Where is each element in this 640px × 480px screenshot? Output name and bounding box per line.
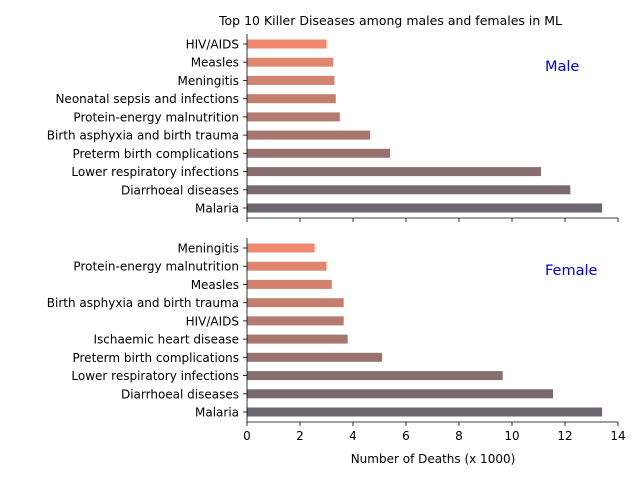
female-bar xyxy=(247,298,344,308)
male-bar xyxy=(247,130,371,140)
female-category-label: Birth asphyxia and birth trauma xyxy=(47,296,239,310)
female-x-tick-label: 0 xyxy=(243,429,251,443)
male-category-label: Lower respiratory infections xyxy=(71,165,239,179)
male-category-label: Neonatal sepsis and infections xyxy=(55,92,239,106)
female-x-tick-label: 8 xyxy=(455,429,463,443)
male-category-label: Birth asphyxia and birth trauma xyxy=(47,129,239,143)
male-bar xyxy=(247,94,336,104)
male-bar xyxy=(247,185,571,195)
male-annotation: Male xyxy=(545,59,579,75)
female-bar xyxy=(247,334,348,344)
female-x-tick-label: 4 xyxy=(349,429,357,443)
female-bar xyxy=(247,371,503,381)
female-annotation: Female xyxy=(545,263,598,279)
female-bar xyxy=(247,389,554,399)
male-bar xyxy=(247,148,391,158)
male-category-label: Protein-energy malnutrition xyxy=(73,110,239,124)
female-x-tick-label: 6 xyxy=(402,429,410,443)
male-bar xyxy=(247,112,340,122)
male-category-label: HIV/AIDS xyxy=(186,38,239,52)
male-panel: Malaria Diarrhoeal diseases Lower respirat… xyxy=(47,34,619,222)
female-x-tick-label: 10 xyxy=(504,429,519,443)
male-category-label: Diarrhoeal diseases xyxy=(121,183,239,197)
male-bar xyxy=(247,75,335,85)
female-category-label: Diarrhoeal diseases xyxy=(121,387,239,401)
male-category-label: Measles xyxy=(191,56,239,70)
female-x-tick-label: 14 xyxy=(610,429,625,443)
female-bar xyxy=(247,407,603,417)
female-category-label: Ischaemic heart disease xyxy=(93,333,239,347)
female-category-label: Measles xyxy=(191,278,239,292)
female-bar xyxy=(247,316,344,326)
female-x-tick-label: 12 xyxy=(557,429,572,443)
female-category-label: Lower respiratory infections xyxy=(71,369,239,383)
female-bar xyxy=(247,261,327,271)
female-bar xyxy=(247,243,315,253)
chart-title: Top 10 Killer Diseases among males and f… xyxy=(218,13,562,28)
female-category-label: Preterm birth complications xyxy=(72,351,239,365)
female-category-label: Malaria xyxy=(195,406,239,420)
female-category-label: HIV/AIDS xyxy=(186,314,239,328)
male-category-label: Preterm birth complications xyxy=(72,147,239,161)
female-x-tick-label: 2 xyxy=(296,429,304,443)
male-category-label: Meningitis xyxy=(177,74,239,88)
male-bar xyxy=(247,39,327,49)
female-bar xyxy=(247,352,383,362)
female-category-label: Meningitis xyxy=(177,242,239,256)
male-bar xyxy=(247,203,603,213)
female-panel: Malaria Diarrhoeal diseases Lower respirat… xyxy=(47,238,626,443)
male-category-label: Malaria xyxy=(195,202,239,216)
male-bar xyxy=(247,57,334,67)
female-category-label: Protein-energy malnutrition xyxy=(73,260,239,274)
x-axis-label: Number of Deaths (x 1000) xyxy=(351,452,516,466)
female-bar xyxy=(247,279,332,289)
male-bar xyxy=(247,167,542,177)
